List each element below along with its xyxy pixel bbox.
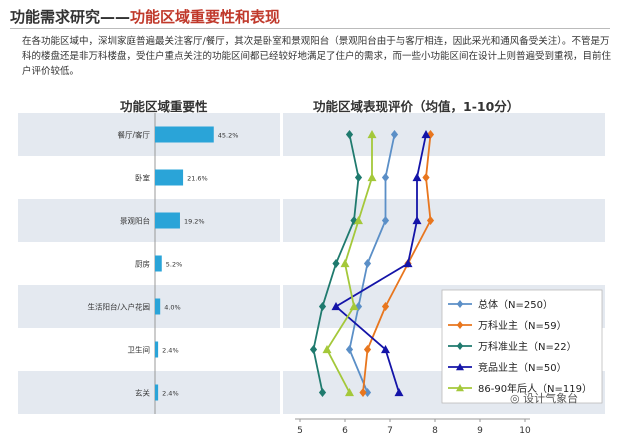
series-point: [363, 259, 372, 268]
series-point: [309, 345, 318, 354]
legend-swatch-marker: [456, 321, 464, 329]
series-point: [363, 388, 372, 397]
performance-chart-title: 功能区域表现评价（均值，1-10分）: [313, 99, 520, 114]
series-point: [345, 130, 354, 139]
title-prefix: 功能需求研究——: [10, 8, 131, 26]
title-highlight: 功能区域重要性和表现: [130, 8, 281, 26]
watermark-icon: ◎: [510, 392, 524, 405]
series-point: [345, 345, 354, 354]
series-point: [421, 130, 431, 139]
series-point: [318, 302, 327, 311]
category-label: 餐厅/客厅: [117, 130, 150, 140]
x-tick-label: 7: [387, 426, 393, 433]
x-tick-label: 5: [297, 426, 303, 433]
row-band: [18, 285, 280, 328]
bar-value-label: 2.4%: [162, 390, 179, 398]
intro-paragraph: 在各功能区域中，深圳家庭普遍最关注客厅/餐厅，其次是卧室和景观阳台（景观阳台由于…: [22, 36, 612, 77]
bar: [155, 298, 161, 315]
legend-label: 86-90年后人（N=119）: [478, 382, 592, 395]
category-label: 厨房: [135, 259, 150, 269]
row-band: [283, 113, 605, 156]
bar-value-label: 45.2%: [218, 132, 239, 140]
x-tick-label: 6: [342, 426, 348, 433]
importance-chart-title: 功能区域重要性: [120, 99, 208, 114]
bar: [155, 126, 214, 143]
series-point: [381, 302, 390, 311]
category-label: 生活阳台/入户花园: [87, 302, 150, 312]
legend-swatch-marker: [456, 384, 464, 392]
series-point: [412, 173, 422, 182]
legend-label: 竞品业主（N=50）: [478, 361, 567, 374]
title-divider: [10, 28, 610, 29]
series-point: [381, 216, 390, 225]
bar-value-label: 19.2%: [184, 218, 205, 226]
series-point: [331, 302, 341, 311]
bar-value-label: 5.2%: [166, 261, 183, 269]
series-point: [345, 388, 354, 397]
x-tick-label: 9: [477, 426, 483, 433]
category-label: 卫生间: [128, 345, 151, 355]
bar: [155, 384, 159, 401]
bar-value-label: 2.4%: [162, 347, 179, 355]
category-label: 景观阳台: [120, 216, 150, 226]
bar-value-label: 21.6%: [187, 175, 208, 183]
series-point: [390, 130, 399, 139]
x-tick-label: 8: [432, 426, 438, 433]
legend-label: 万科业主（N=59）: [478, 319, 567, 332]
legend-swatch-marker: [456, 300, 464, 308]
series-point: [412, 216, 422, 225]
series-point: [363, 345, 372, 354]
row-band: [18, 371, 280, 414]
legend-swatch-marker: [456, 363, 464, 371]
series-point: [332, 259, 340, 268]
series-point: [426, 216, 435, 225]
series-point: [381, 345, 390, 354]
legend-label: 总体（N=250）: [478, 298, 553, 311]
legend-swatch-marker: [456, 342, 464, 350]
bar: [155, 169, 184, 186]
series-point: [422, 173, 430, 182]
series-point: [367, 173, 377, 182]
legend-label: 万科准业主（N=22）: [478, 340, 577, 353]
page-title: 功能需求研究——功能区域重要性和表现: [10, 6, 280, 27]
x-tick-label: 10: [519, 426, 531, 433]
series-point: [394, 388, 404, 397]
watermark: ◎ 设计气象台: [510, 390, 578, 406]
bar: [155, 341, 159, 358]
series-point: [354, 173, 363, 182]
bar: [155, 255, 162, 272]
series-point: [359, 388, 367, 397]
series-point: [349, 302, 359, 311]
row-band: [18, 113, 280, 156]
series-point: [340, 259, 350, 268]
series-point: [367, 130, 377, 139]
series-point: [381, 173, 390, 182]
bar-value-label: 4.0%: [164, 304, 181, 312]
category-label: 玄关: [135, 388, 150, 398]
series-point: [322, 345, 332, 354]
row-band: [283, 199, 605, 242]
category-label: 卧室: [135, 173, 150, 183]
watermark-text: 设计气象台: [523, 392, 579, 405]
bar: [155, 212, 180, 229]
series-point: [318, 388, 327, 397]
series-point: [354, 216, 363, 225]
series-point: [403, 259, 413, 268]
row-band: [18, 199, 280, 242]
series-line: [362, 134, 432, 393]
